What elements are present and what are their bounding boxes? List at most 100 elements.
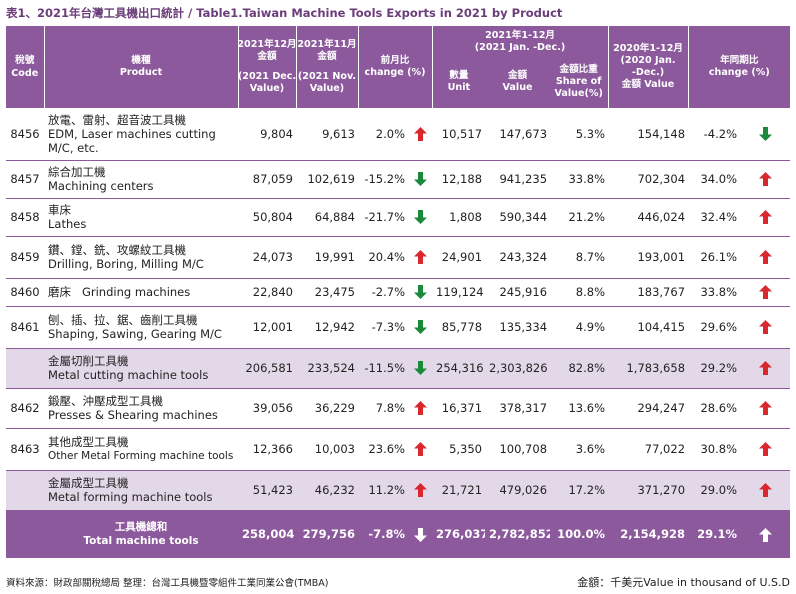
arrow-up-icon	[408, 428, 433, 471]
ytd-value: 245,916	[485, 278, 551, 307]
nov-value: 12,942	[296, 306, 358, 349]
dec-value: 12,001	[238, 306, 296, 349]
arrow-down-icon	[408, 510, 433, 558]
header-yoy-change: 年同期比 change (%)	[688, 26, 791, 108]
prev-year-value: 154,148	[608, 108, 689, 161]
dec-value: 9,804	[238, 108, 296, 161]
header-prev-year: 2020年1-12月 (2020 Jan. -Dec.) 金額 Value	[608, 26, 689, 108]
hs-code	[6, 510, 44, 558]
yoy-change: 29.2%	[688, 348, 741, 389]
prev-year-value: 702,304	[608, 160, 689, 199]
table-row: 8457 綜合加工機 Machining centers 87,059 102,619-…	[6, 160, 791, 199]
product-cell: 工具機總和 Total machine tools	[44, 510, 238, 558]
prev-year-value: 183,767	[608, 278, 689, 307]
ytd-qty: 119,124	[432, 278, 486, 307]
ytd-share: 8.7%	[550, 236, 609, 279]
table-row: 8460 磨床 Grinding machines 22,840 23,475 -2.7…	[6, 278, 791, 307]
ytd-qty: 10,517	[432, 108, 486, 161]
ytd-qty: 16,371	[432, 388, 486, 429]
ytd-value: 479,026	[485, 470, 551, 511]
ytd-share: 8.8%	[550, 278, 609, 307]
nov-value: 23,475	[296, 278, 358, 307]
arrow-up-icon	[740, 348, 791, 389]
product-name-en: Lathes	[48, 217, 87, 231]
product-name-en: Other Metal Forming machine tools	[48, 450, 234, 462]
ytd-share: 17.2%	[550, 470, 609, 511]
hs-code: 8457	[6, 160, 44, 199]
nov-value: 279,756	[296, 510, 358, 558]
ytd-value: 378,317	[485, 388, 551, 429]
arrow-down-icon	[408, 160, 433, 199]
header-qty: 數量 Unit	[447, 70, 471, 93]
yoy-change: 26.1%	[688, 236, 741, 279]
ytd-share: 33.8%	[550, 160, 609, 199]
ytd-share: 3.6%	[550, 428, 609, 471]
arrow-down-icon	[408, 198, 433, 237]
yoy-change: 29.1%	[688, 510, 741, 558]
product-name-en: Total machine tools	[83, 535, 199, 548]
arrow-down-icon	[408, 348, 433, 389]
product-cell: 其他成型工具機 Other Metal Forming machine tools	[44, 428, 238, 471]
product-cell: 金屬切削工具機 Metal cutting machine tools	[44, 348, 238, 389]
ytd-qty: 5,350	[432, 428, 486, 471]
prev-year-value: 294,247	[608, 388, 689, 429]
mom-change: 23.6%	[358, 428, 408, 471]
prev-year-value: 446,024	[608, 198, 689, 237]
dec-value: 206,581	[238, 348, 296, 389]
prev-year-value: 77,022	[608, 428, 689, 471]
mom-change: 11.2%	[358, 470, 408, 511]
hs-code: 8459	[6, 236, 44, 279]
prev-year-value: 1,783,658	[608, 348, 689, 389]
arrow-up-icon	[740, 278, 791, 307]
prev-year-value: 193,001	[608, 236, 689, 279]
product-name-zh: 刨、插、拉、鋸、齒削工具機	[48, 313, 198, 327]
product-cell: 刨、插、拉、鋸、齒削工具機 Shaping, Sawing, Gearing M/…	[44, 306, 238, 349]
arrow-up-icon	[740, 198, 791, 237]
product-name-zh: 鑽、鏜、銑、攻螺紋工具機	[48, 243, 186, 257]
yoy-change: 29.0%	[688, 470, 741, 511]
yoy-change: -4.2%	[688, 108, 741, 161]
product-name-zh: 工具機總和	[114, 521, 168, 534]
hs-code	[6, 470, 44, 511]
ytd-share: 100.0%	[550, 510, 609, 558]
arrow-up-icon	[408, 388, 433, 429]
header-code: 稅號 Code	[6, 26, 45, 108]
table-title: 表1、2021年台灣工具機出口統計 / Table1.Taiwan Machin…	[6, 6, 563, 20]
ytd-qty: 85,778	[432, 306, 486, 349]
yoy-change: 29.6%	[688, 306, 741, 349]
dec-value: 51,423	[238, 470, 296, 511]
product-name-zh: 綜合加工機	[48, 165, 106, 179]
ytd-share: 13.6%	[550, 388, 609, 429]
ytd-share: 5.3%	[550, 108, 609, 161]
header-value: 金額 Value	[502, 70, 533, 93]
product-name-en: Presses & Shearing machines	[48, 408, 218, 422]
yoy-change: 34.0%	[688, 160, 741, 199]
product-name-zh: 鍛壓、沖壓成型工具機	[48, 394, 163, 408]
arrow-up-icon	[740, 388, 791, 429]
ytd-qty: 24,901	[432, 236, 486, 279]
header-product: 機種 Product	[44, 26, 239, 108]
table-row: 8463 其他成型工具機 Other Metal Forming machine t…	[6, 428, 791, 471]
dec-value: 39,056	[238, 388, 296, 429]
mom-change: -7.3%	[358, 306, 408, 349]
mom-change: 2.0%	[358, 108, 408, 161]
header-mom-change: 前月比 change (%)	[358, 26, 433, 108]
dec-value: 87,059	[238, 160, 296, 199]
ytd-share: 82.8%	[550, 348, 609, 389]
total-row: 工具機總和 Total machine tools 258,004 279,756 -7…	[6, 510, 791, 558]
dec-value: 50,804	[238, 198, 296, 237]
arrow-up-icon	[740, 236, 791, 279]
table-row: 8459 鑽、鏜、銑、攻螺紋工具機 Drilling, Boring, Millin…	[6, 236, 791, 279]
mom-change: -11.5%	[358, 348, 408, 389]
ytd-qty: 276,037	[432, 510, 486, 558]
yoy-change: 32.4%	[688, 198, 741, 237]
product-name-en: Drilling, Boring, Milling M/C	[48, 257, 204, 271]
unit-note: 金額：千美元Value in thousand of U.S.D	[577, 576, 790, 589]
table-row: 8461 刨、插、拉、鋸、齒削工具機 Shaping, Sawing, Gearin…	[6, 306, 791, 349]
nov-value: 10,003	[296, 428, 358, 471]
arrow-up-icon	[408, 470, 433, 511]
ytd-value: 590,344	[485, 198, 551, 237]
dec-value: 22,840	[238, 278, 296, 307]
product-name-zh: 金屬切削工具機	[48, 354, 129, 368]
yoy-change: 33.8%	[688, 278, 741, 307]
